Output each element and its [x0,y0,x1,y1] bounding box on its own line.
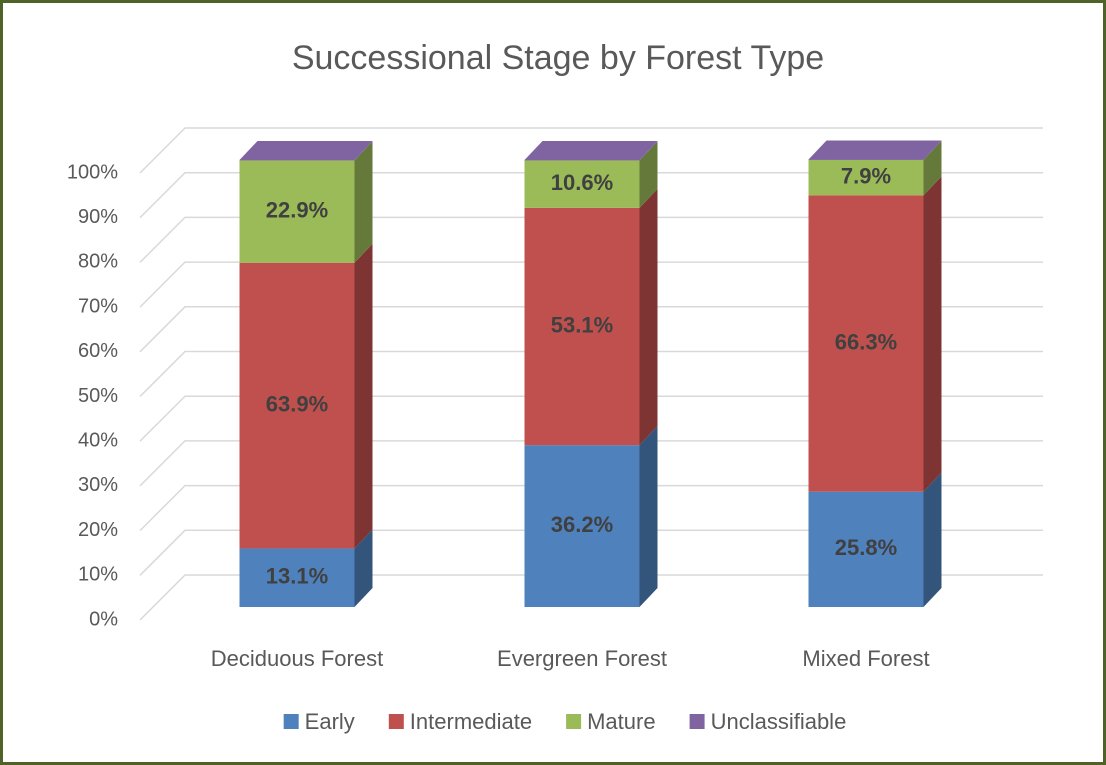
grid-line [139,484,1043,532]
legend-swatch [689,714,705,729]
bar-segment [239,262,355,549]
bar-side [639,188,658,446]
legend-label: Intermediate [410,709,532,734]
y-tick-label: 50% [78,385,118,407]
value-label: 53.1% [551,312,613,337]
y-tick-label: 70% [78,295,118,317]
y-tick-label: 90% [78,206,118,228]
bar-segment [524,207,640,446]
value-label: 13.1% [266,564,328,589]
bar-side [354,141,373,263]
bar-side [639,141,658,161]
bar-top [524,141,658,160]
legend-label: Early [305,709,355,734]
bar-segment [524,160,640,208]
value-label: 63.9% [266,391,328,416]
x-tick-label: Deciduous Forest [211,646,383,671]
bar-side [354,529,373,607]
grid-line [139,350,1043,398]
legend-swatch [566,714,582,729]
y-tick-label: 0% [89,608,118,630]
value-label: 25.8% [835,535,897,560]
bar-side [639,141,658,208]
y-tick-label: 10% [78,564,118,586]
bar-side [354,141,373,161]
bar-segment [524,445,640,607]
grid-line [139,574,1043,621]
grid-line [139,395,1043,442]
bar-segment [239,548,355,607]
value-label: 36.2% [551,512,613,537]
y-tick-label: 80% [78,251,118,273]
legend-swatch [283,714,299,729]
grid-line [139,529,1043,576]
value-label: 7.9% [841,163,891,188]
legend-label: Unclassifiable [711,709,847,734]
bar-segment [808,195,924,492]
bar-top [239,141,373,160]
grid-line [139,440,1043,487]
bar-side [923,141,942,196]
y-tick-label: 30% [78,474,118,496]
bar-segment [808,491,924,607]
x-tick-label: Mixed Forest [802,646,929,671]
value-label: 66.3% [835,329,897,354]
grid-line [139,216,1043,263]
legend-swatch [388,714,404,729]
grid-line [139,127,1043,174]
bar-side [354,243,373,549]
bar-segment [808,160,924,196]
legend-label: Mature [587,709,655,734]
bar-side [923,472,942,607]
value-label: 10.6% [551,170,613,195]
y-tick-label: 20% [78,519,118,541]
value-label: 22.9% [266,197,328,222]
bar-segment [239,160,355,263]
y-tick-label: 60% [78,340,118,362]
y-tick-label: 40% [78,429,118,451]
grid-line [139,171,1043,219]
bar-side [923,140,942,160]
bar-side [923,176,942,492]
grid-line [139,261,1043,308]
y-tick-label: 100% [67,161,118,183]
grid-line [139,306,1043,353]
chart-title: Successional Stage by Forest Type [292,39,824,77]
bar-top [808,140,942,160]
x-tick-label: Evergreen Forest [497,646,667,671]
bar-side [639,426,658,607]
